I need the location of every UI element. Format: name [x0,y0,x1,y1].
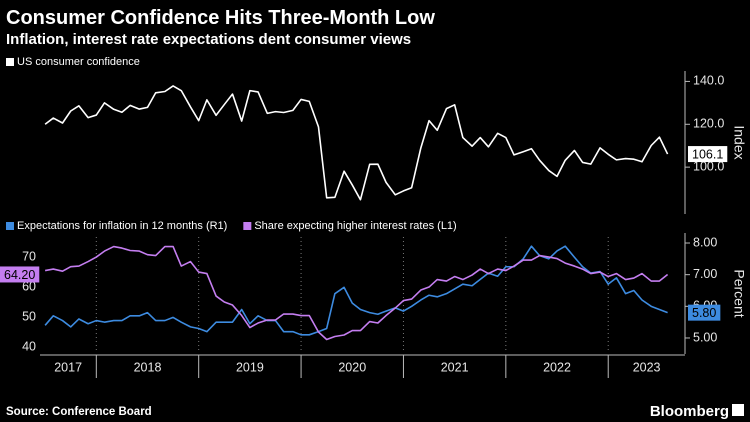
chart-subtitle: Inflation, interest rate expectations de… [6,31,411,48]
series-line [44,245,668,336]
series-line [44,245,669,341]
x-tick-label: 2021 [441,360,469,374]
value-label-box [688,304,721,321]
legend-label: US consumer confidence [17,56,140,68]
x-tick-label: 2022 [543,360,571,374]
x-tick-label: 2023 [633,360,661,374]
series-line [44,85,669,201]
value-label-box [0,266,40,283]
y-tick-label: 100.0 [693,159,724,173]
value-label-box [688,146,728,163]
chart-title: Consumer Confidence Hits Three-Month Low [6,7,435,29]
y-tick-label: 60 [22,279,36,293]
y-axis-title: Index [731,125,747,159]
y-tick-label: 50 [22,309,36,323]
y2-tick-label: 8.00 [693,235,717,249]
value-label: 64.20 [4,268,35,282]
y2-axis-title: Percent [731,269,747,317]
y-tick-label: 70 [22,249,36,263]
legend-swatch [6,222,14,230]
brand-icon [732,404,744,416]
legend-swatch [243,222,252,230]
x-tick-label: 2020 [338,360,366,374]
y2-tick-label: 7.00 [693,267,717,281]
legend-label: Share expecting higher interest rates (L… [254,220,456,232]
x-tick-label: 2017 [54,360,82,374]
legend-label: Expectations for inflation in 12 months … [17,220,227,232]
y-tick-label: 140.0 [693,74,724,88]
brand: Bloomberg [650,403,729,420]
value-label: 5.80 [692,306,716,320]
source: Source: Conference Board [6,406,152,418]
value-label: 106.1 [692,147,723,161]
x-tick-label: 2019 [236,360,264,374]
y2-tick-label: 5.00 [693,330,717,344]
x-tick-label: 2018 [134,360,162,374]
y-tick-label: 120.0 [693,117,724,131]
legend-swatch [6,58,14,66]
y-tick-label: 40 [22,339,36,353]
